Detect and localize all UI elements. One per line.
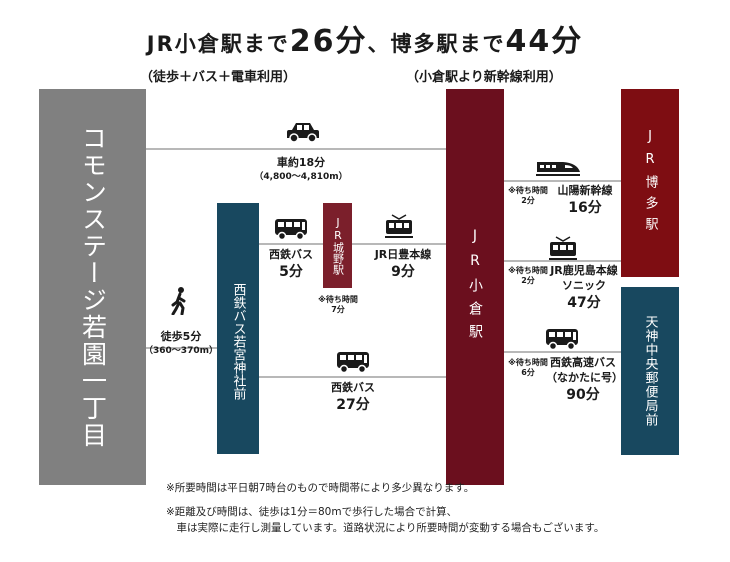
footnote-time: ※所要時間は平日朝7時台のもので時間帯により多少異なります。 (166, 482, 475, 494)
route-line-bus1 (259, 243, 323, 245)
express-wait-label: ※待ち時間 6分 (505, 358, 551, 379)
shinkansen-route-label: 山陽新幹線 16分 (548, 184, 622, 218)
subtitle-left: （徒歩＋バス＋電車利用） (140, 70, 297, 85)
express-wait-text: ※待ち時間 (508, 358, 548, 367)
hakata-station-block: JR博多駅 (621, 89, 679, 277)
jojo-wait-label: ※待ち時間 7分 (313, 295, 363, 316)
bus-icon (274, 218, 308, 240)
express-sub: （なかたに号） (546, 370, 623, 384)
sonic-wait-label: ※待ち時間 2分 (505, 266, 551, 287)
car-icon (286, 121, 320, 143)
walk-time: 徒歩5分 (160, 330, 202, 343)
nippo-name: JR日豊本線 (374, 248, 432, 261)
title-time-kokura: 26分 (289, 24, 368, 59)
route-line-shinkansen (504, 180, 621, 182)
sonic-route-label: JR鹿児島本線 ソニック 47分 (544, 264, 624, 313)
express-wait-time: 6分 (521, 368, 535, 378)
route-line-bus2 (259, 376, 446, 378)
route-line-express (504, 351, 621, 353)
walker-icon (171, 287, 189, 315)
shinkansen-wait-time: 2分 (521, 196, 535, 206)
shinkansen-time: 16分 (568, 199, 602, 216)
bus-icon (545, 328, 579, 350)
walk-distance: （360〜370m） (144, 345, 218, 356)
bus-stop-label: 西鉄バス若宮神社前 (230, 283, 246, 400)
bus1-time: 5分 (279, 263, 303, 280)
express-name: 西鉄高速バス (550, 356, 616, 369)
kokura-station-block: JR小倉駅 (446, 89, 504, 485)
bus2-route-label: 西鉄バス 27分 (318, 381, 388, 415)
bus-stop-block: 西鉄バス若宮神社前 (217, 203, 259, 454)
subtitle-right: （小倉駅より新幹線利用） (406, 70, 562, 85)
jojo-station-label: JR城野駅 (331, 216, 345, 275)
express-time: 90分 (566, 386, 600, 403)
kokura-station-label: JR小倉駅 (467, 227, 483, 347)
route-line-walk (146, 347, 217, 349)
bus2-time: 27分 (336, 396, 370, 413)
origin-label: コモンステージ若園一丁目 (78, 125, 108, 449)
jojo-wait-time: 7分 (331, 305, 345, 315)
jojo-wait-text: ※待ち時間 (318, 295, 358, 304)
route-line-car (146, 148, 446, 150)
page-title: JR小倉駅まで26分、博多駅まで44分 (0, 16, 730, 60)
tenjin-block: 天神中央郵便局前 (621, 287, 679, 455)
title-time-hakata: 44分 (505, 24, 584, 59)
sonic-name: ソニック (562, 278, 606, 292)
train-icon (384, 214, 414, 240)
bus1-name: 西鉄バス (269, 248, 313, 261)
sonic-wait-text: ※待ち時間 (508, 266, 548, 275)
express-route-label: 西鉄高速バス （なかたに号） 90分 (546, 356, 623, 405)
tenjin-label: 天神中央郵便局前 (642, 315, 658, 427)
car-route-label: 車約18分 （4,800〜4,810m） (246, 156, 356, 183)
origin-block: コモンステージ若園一丁目 (39, 89, 146, 485)
sonic-line: JR鹿児島本線 (550, 264, 618, 277)
shinkansen-wait-label: ※待ち時間 2分 (505, 186, 551, 207)
sonic-time: 47分 (567, 294, 601, 311)
train-icon (548, 236, 578, 262)
jojo-station-block: JR城野駅 (323, 203, 352, 288)
nippo-time: 9分 (391, 263, 415, 280)
route-line-nippo (352, 243, 446, 245)
car-time: 車約18分 (276, 156, 326, 169)
shinkansen-name: 山陽新幹線 (557, 184, 613, 197)
title-prefix: JR小倉駅まで (146, 32, 290, 56)
nippo-route-label: JR日豊本線 9分 (363, 248, 443, 282)
route-line-sonic (504, 260, 621, 262)
hakata-station-label: JR博多駅 (642, 128, 658, 238)
sonic-wait-time: 2分 (521, 276, 535, 286)
bus-icon (336, 351, 370, 373)
bus2-name: 西鉄バス (331, 381, 375, 394)
footnote-distance-line2: 車は実際に走行し測量しています。道路状況により所要時間が変動する場合もございます… (166, 522, 605, 535)
footnote-distance-line1: ※距離及び時間は、徒歩は1分＝80mで歩行した場合で計算、 (166, 506, 458, 518)
shinkansen-icon (535, 158, 581, 178)
footnote-distance: ※距離及び時間は、徒歩は1分＝80mで歩行した場合で計算、 車は実際に走行し測量… (166, 504, 604, 537)
shinkansen-wait-text: ※待ち時間 (508, 186, 548, 195)
walk-route-label: 徒歩5分 （360〜370m） (141, 330, 221, 357)
bus1-route-label: 西鉄バス 5分 (256, 248, 326, 282)
car-distance: （4,800〜4,810m） (254, 171, 348, 182)
title-middle: 、博多駅まで (367, 32, 506, 56)
